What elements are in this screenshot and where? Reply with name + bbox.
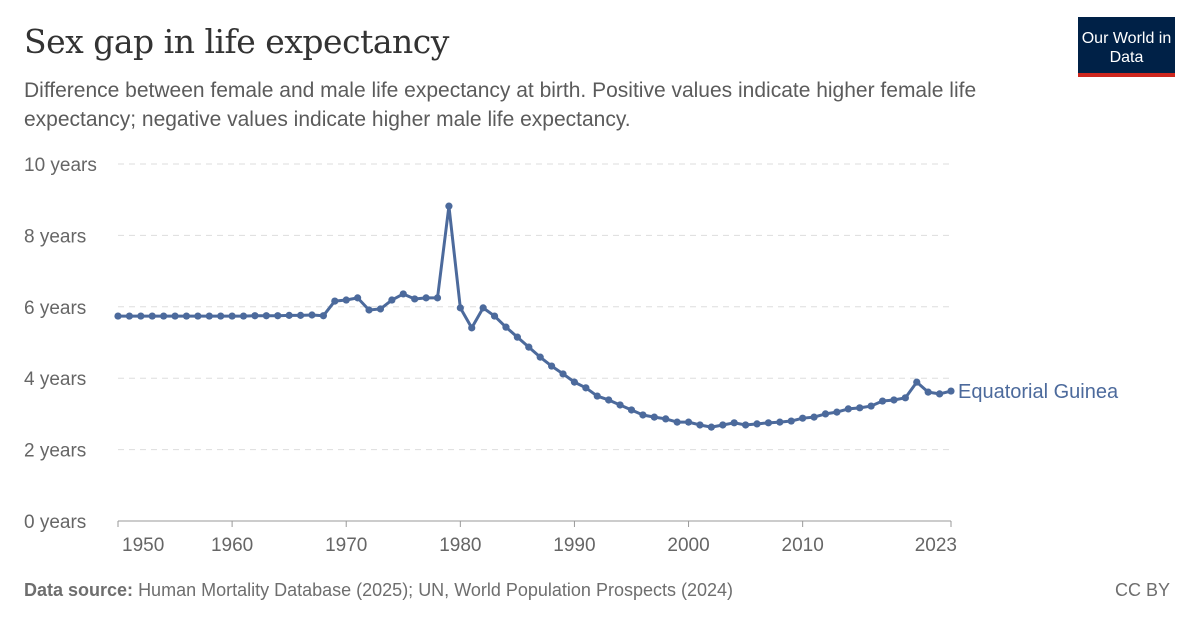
x-tick-label: 1980 — [439, 535, 481, 556]
data-point — [833, 408, 841, 416]
data-point — [479, 304, 487, 312]
y-tick-label: 2 years — [24, 441, 86, 462]
data-point — [114, 312, 122, 320]
x-tick-label: 2023 — [915, 535, 957, 556]
data-point — [239, 312, 248, 320]
data-point — [536, 353, 544, 361]
owid-logo[interactable]: Our World in Data — [1078, 17, 1175, 77]
data-point — [433, 294, 442, 302]
data-point — [821, 410, 830, 418]
data-point — [913, 378, 921, 386]
data-point — [696, 421, 704, 429]
y-tick-label: 0 years — [24, 512, 86, 533]
data-point — [935, 390, 944, 398]
data-point — [182, 312, 191, 320]
data-point — [525, 343, 533, 351]
chart-title: Sex gap in life expectancy — [24, 22, 449, 61]
data-point — [251, 312, 259, 320]
data-point — [627, 406, 636, 414]
y-tick-label: 6 years — [24, 298, 86, 319]
data-point — [684, 418, 693, 426]
data-point — [308, 311, 316, 319]
data-point — [171, 312, 179, 320]
data-point — [319, 312, 327, 320]
data-point — [890, 396, 898, 404]
x-tick-label: 2000 — [667, 535, 709, 556]
data-point — [605, 396, 613, 404]
y-tick-label: 4 years — [24, 369, 86, 390]
x-tick-label: 1970 — [325, 535, 367, 556]
data-point — [160, 312, 168, 320]
data-point — [331, 297, 339, 305]
data-point — [662, 415, 670, 423]
data-point — [742, 421, 750, 429]
data-point — [878, 397, 887, 405]
data-point — [707, 423, 715, 431]
x-tick-label: 1990 — [553, 535, 595, 556]
data-point — [422, 294, 430, 302]
y-tick-label: 8 years — [24, 226, 86, 247]
data-point — [548, 362, 556, 370]
data-point — [582, 384, 590, 392]
data-point — [148, 312, 156, 320]
data-point — [616, 401, 624, 409]
data-point — [399, 290, 407, 298]
data-point — [376, 305, 385, 313]
data-point — [559, 370, 567, 378]
data-point — [445, 202, 453, 210]
data-point — [456, 304, 464, 312]
data-point — [354, 294, 362, 302]
data-point — [205, 312, 213, 320]
data-point — [947, 387, 955, 395]
x-tick-label: 1960 — [211, 535, 253, 556]
data-point — [342, 296, 350, 304]
data-point — [787, 417, 795, 425]
data-point — [274, 312, 282, 320]
data-point — [719, 421, 727, 429]
data-point — [262, 312, 270, 320]
data-point — [570, 378, 579, 386]
chart-subtitle: Difference between female and male life … — [24, 79, 977, 131]
data-point — [867, 402, 875, 410]
data-point — [125, 312, 134, 320]
data-source: Data source: Human Mortality Database (2… — [24, 580, 733, 601]
data-point — [217, 312, 225, 320]
data-point — [296, 311, 305, 319]
data-point — [856, 404, 864, 412]
data-point — [194, 312, 202, 320]
data-point — [228, 312, 236, 320]
data-point — [411, 295, 419, 303]
data-point — [901, 394, 909, 402]
data-point — [650, 413, 658, 421]
license-link[interactable]: CC BY — [1114, 580, 1170, 600]
data-point — [388, 296, 396, 304]
source-text: Human Mortality Database (2025); UN, Wor… — [138, 580, 734, 600]
x-tick-label: 1950 — [122, 535, 164, 556]
data-point — [137, 312, 145, 320]
data-point — [365, 306, 373, 314]
data-point — [285, 311, 293, 319]
data-point — [673, 418, 681, 426]
data-point — [753, 420, 761, 428]
data-point — [730, 419, 738, 427]
data-point — [764, 419, 773, 427]
data-point — [799, 414, 807, 422]
series-label: Equatorial Guinea — [958, 381, 1119, 403]
data-point — [593, 392, 601, 400]
data-point — [513, 333, 521, 341]
data-point — [924, 388, 932, 396]
source-label: Data source: — [24, 580, 134, 600]
data-point — [639, 411, 647, 419]
x-tick-label: 2010 — [782, 535, 824, 556]
data-point — [776, 418, 784, 426]
data-point — [844, 405, 852, 413]
y-tick-label: 10 years — [24, 155, 97, 176]
data-point — [468, 324, 476, 332]
data-point — [810, 413, 818, 421]
data-point — [490, 312, 499, 320]
data-point — [502, 323, 510, 331]
